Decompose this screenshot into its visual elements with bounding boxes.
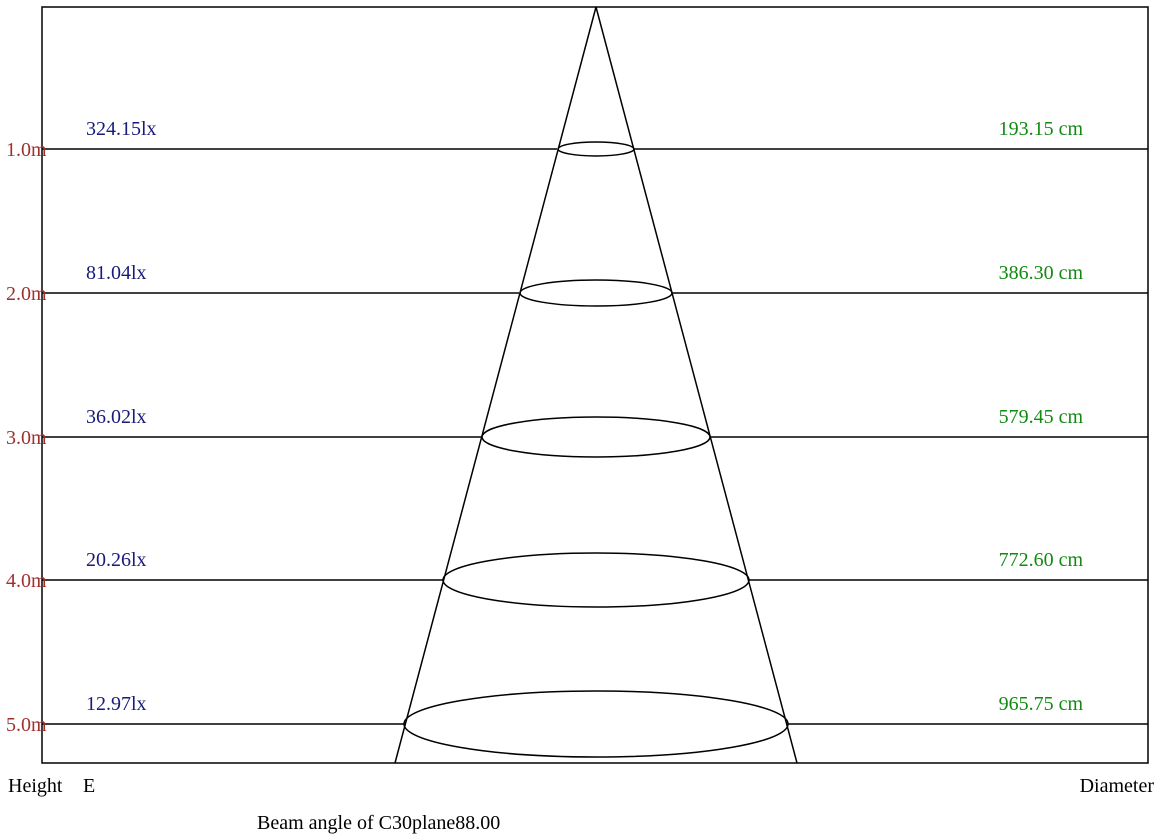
beam-ellipse <box>519 279 673 307</box>
diameter-axis-label: Diameter <box>1080 775 1155 797</box>
beam-ellipse <box>403 690 789 758</box>
height-label: 2.0m <box>6 283 47 305</box>
beam-angle-caption: Beam angle of C30plane88.00 <box>257 812 500 834</box>
beam-ellipse <box>557 141 635 157</box>
level-row-4: 4.0m 20.26lx 772.60 cm <box>6 549 1148 608</box>
illuminance-label: 324.15lx <box>86 118 157 140</box>
height-label: 3.0m <box>6 427 47 449</box>
height-label: 1.0m <box>6 139 47 161</box>
plot-frame <box>41 6 1149 764</box>
diameter-label: 386.30 cm <box>999 262 1084 284</box>
diameter-label: 193.15 cm <box>999 118 1084 140</box>
illuminance-label: 20.26lx <box>86 549 147 571</box>
beam-ellipse <box>442 552 750 608</box>
diameter-label: 772.60 cm <box>999 549 1084 571</box>
diameter-label: 579.45 cm <box>999 406 1084 428</box>
illuminance-axis-label: E <box>83 775 95 797</box>
illuminance-label: 36.02lx <box>86 406 147 428</box>
level-row-3: 3.0m 36.02lx 579.45 cm <box>6 406 1148 458</box>
height-axis-label: Height <box>8 775 63 797</box>
level-row-1: 1.0m 324.15lx 193.15 cm <box>6 118 1148 161</box>
height-label: 5.0m <box>6 714 47 736</box>
level-row-5: 5.0m 12.97lx 965.75 cm <box>6 690 1148 758</box>
cone-left-edge <box>394 6 597 764</box>
diameter-label: 965.75 cm <box>999 693 1084 715</box>
height-label: 4.0m <box>6 570 47 592</box>
illuminance-label: 81.04lx <box>86 262 147 284</box>
cone-right-edge <box>595 6 798 764</box>
illuminance-label: 12.97lx <box>86 693 147 715</box>
beam-ellipse <box>481 416 711 458</box>
level-row-2: 2.0m 81.04lx 386.30 cm <box>6 262 1148 307</box>
